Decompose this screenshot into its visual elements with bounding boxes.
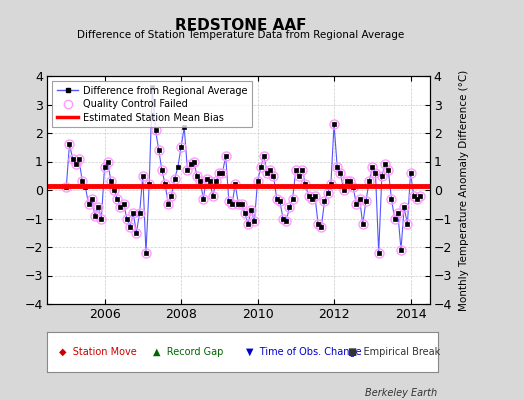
Legend: Difference from Regional Average, Quality Control Failed, Estimated Station Mean: Difference from Regional Average, Qualit… <box>52 81 253 127</box>
Text: ◆  Station Move: ◆ Station Move <box>59 347 137 357</box>
Text: REDSTONE AAF: REDSTONE AAF <box>176 18 307 33</box>
Text: ■  Empirical Break: ■ Empirical Break <box>348 347 440 357</box>
Text: ▼  Time of Obs. Change: ▼ Time of Obs. Change <box>246 347 362 357</box>
Text: Berkeley Earth: Berkeley Earth <box>365 388 438 398</box>
Y-axis label: Monthly Temperature Anomaly Difference (°C): Monthly Temperature Anomaly Difference (… <box>459 69 469 311</box>
Text: Difference of Station Temperature Data from Regional Average: Difference of Station Temperature Data f… <box>78 30 405 40</box>
Text: ▲  Record Gap: ▲ Record Gap <box>152 347 223 357</box>
